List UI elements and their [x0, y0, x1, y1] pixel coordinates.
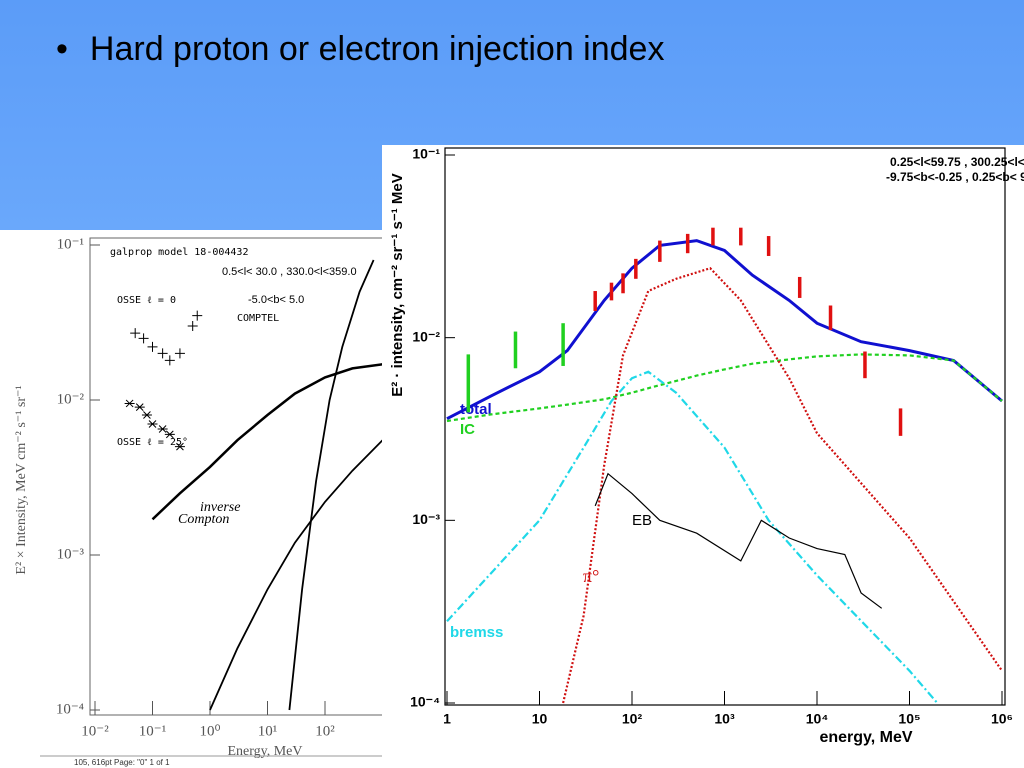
- y-tick-label: 10⁻⁴: [410, 694, 440, 710]
- data-point: [187, 321, 198, 332]
- x-tick-label: 10: [532, 711, 548, 727]
- data-point: [157, 425, 168, 433]
- x-tick-label: 10⁴: [806, 711, 829, 727]
- data-point: [130, 328, 141, 339]
- x-tick-label: 10⁶: [991, 711, 1013, 727]
- right-chart: 10⁻⁴ 10⁻³ 10⁻² 10⁻¹ 1 10 10² 10³ 10⁴ 10⁵ 10⁶ energy…: [389, 146, 1024, 747]
- x-axis-label: Energy, MeV: [227, 744, 302, 759]
- y-tick-label: 10⁻¹: [57, 236, 84, 252]
- data-point: [147, 341, 158, 352]
- series-line: [446, 370, 939, 704]
- y-tick-label: 10⁻¹: [412, 146, 440, 162]
- data-point: [147, 420, 158, 428]
- annotation: -5.0<b< 5.0: [248, 294, 304, 306]
- data-point: [124, 399, 135, 408]
- x-tick-label: 10⁻¹: [139, 723, 166, 739]
- series-label: bremss: [450, 624, 503, 641]
- y-tick-label: 10⁻²: [412, 328, 440, 344]
- series-label: total: [460, 401, 492, 418]
- series-line: [288, 259, 375, 711]
- data-point: [174, 348, 185, 359]
- data-point: [138, 333, 149, 344]
- data-point: [141, 411, 152, 419]
- panel: [382, 145, 1024, 768]
- annotation: inverse: [200, 500, 240, 515]
- x-tick-label: 1: [443, 711, 451, 727]
- series-label: EB: [632, 512, 652, 529]
- x-axis-label: energy, MeV: [819, 729, 912, 746]
- points-label: OSSE ℓ = 25°: [117, 437, 188, 448]
- x-tick-label: 10⁻²: [81, 723, 109, 739]
- annotation: 0.5<l< 30.0 , 330.0<l<359.0: [222, 266, 357, 278]
- y-tick-label: 10⁻³: [412, 511, 440, 527]
- data-point: [134, 403, 145, 411]
- x-tick-label: 10²: [622, 711, 643, 727]
- annotation: -9.75<b<-0.25 , 0.25<b< 9.75: [886, 170, 1024, 184]
- y-tick-label: 10⁻⁴: [56, 701, 84, 717]
- annotation: galprop model 18-004432: [110, 247, 248, 258]
- y-tick-label: 10⁻²: [57, 391, 85, 407]
- y-tick-label: 10⁻³: [57, 546, 85, 562]
- y-axis-label: E² · intensity, cm⁻² sr⁻¹ s⁻¹ MeV: [389, 173, 406, 397]
- series-line: [446, 353, 1003, 423]
- series-label: IC: [460, 421, 475, 438]
- left-chart: 10⁻⁴ 10⁻³ 10⁻² 10⁻¹ 10⁻² 10⁻¹ 10⁰ 10¹ 10² Energy,…: [14, 236, 391, 759]
- series-line: [446, 239, 1003, 421]
- points-label: OSSE ℓ = 0: [117, 295, 176, 306]
- series-label: π°: [583, 566, 599, 586]
- footer-text: 105, 616pt Page: "0" 1 of 1: [74, 758, 170, 767]
- x-tick-label: 10⁰: [199, 723, 220, 739]
- x-tick-label: 10²: [315, 723, 335, 739]
- x-tick-label: 10³: [714, 711, 735, 727]
- x-tick-label: 10⁵: [898, 711, 920, 727]
- annotation: Compton: [178, 512, 229, 527]
- bullet-text: Hard proton or electron injection index: [56, 30, 665, 69]
- data-point: [174, 442, 185, 451]
- annotation: 0.25<l<59.75 , 300.25<l<359.75: [890, 155, 1024, 169]
- y-axis-label: E² × Intensity, MeV cm⁻² s⁻¹ sr⁻¹: [14, 385, 29, 574]
- annotation: COMPTEL: [237, 313, 279, 324]
- series-line: [209, 439, 384, 711]
- x-tick-label: 10¹: [258, 723, 278, 739]
- data-point: [157, 348, 168, 359]
- series-line: [594, 472, 883, 609]
- series-line: [151, 363, 383, 521]
- data-point: [192, 310, 203, 321]
- data-point: [164, 355, 175, 366]
- data-point: [164, 430, 175, 439]
